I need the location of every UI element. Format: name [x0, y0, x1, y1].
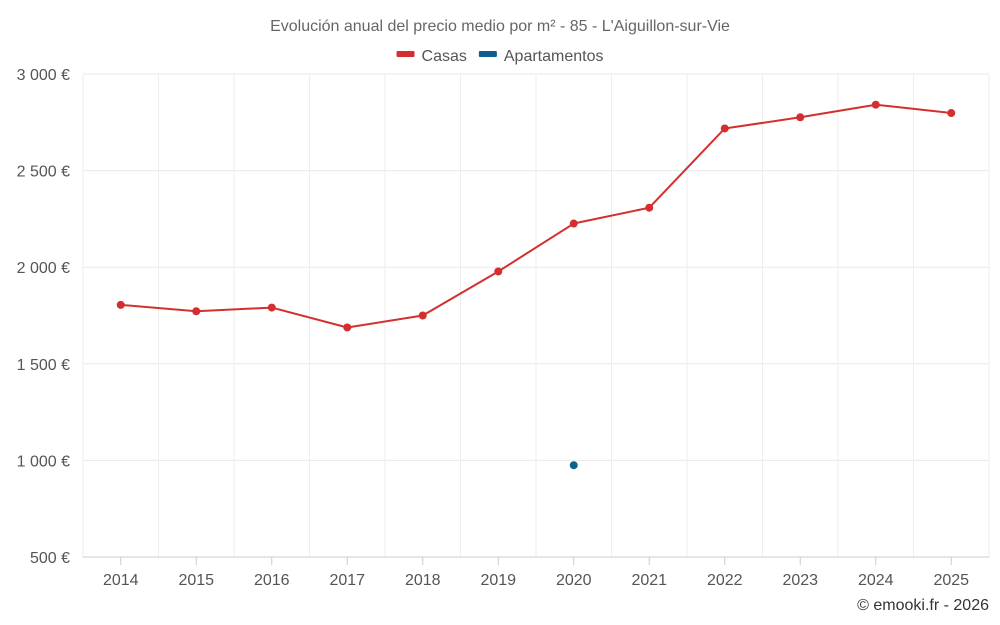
legend-label: Casas: [422, 48, 467, 65]
y-tick-label: 2 000 €: [17, 260, 70, 277]
x-tick-label: 2020: [556, 572, 592, 589]
legend-symbol: [396, 51, 415, 57]
y-tick-label: 1 500 €: [17, 357, 70, 374]
legend-item[interactable]: Apartamentos: [478, 48, 604, 65]
grid: [82, 73, 990, 557]
x-tick-label: 2015: [178, 572, 214, 589]
x-tick-label: 2024: [858, 572, 894, 589]
x-tick-label: 2014: [103, 572, 139, 589]
legend: Casas Apartamentos: [396, 48, 604, 65]
x-tick-label: 2017: [329, 572, 365, 589]
data-point[interactable]: [116, 300, 125, 309]
x-tick-label: 2021: [631, 572, 667, 589]
data-point[interactable]: [645, 203, 654, 212]
data-point[interactable]: [343, 323, 352, 332]
data-point[interactable]: [267, 303, 276, 312]
y-axis: 500 € 1 000 € 1 500 € 2 000 € 2 500 € 3 000 €: [17, 67, 70, 567]
y-tick-label: 3 000 €: [17, 67, 70, 84]
x-tick-label: 2019: [480, 572, 516, 589]
data-point[interactable]: [569, 219, 578, 228]
data-point[interactable]: [494, 267, 503, 276]
y-tick-label: 2 500 €: [17, 164, 70, 181]
x-tick-label: 2022: [707, 572, 743, 589]
data-point[interactable]: [947, 109, 956, 118]
x-axis: 2014 2015 2016 2017 2018 2019 2020 2021 2022 2023…: [83, 556, 989, 589]
data-point[interactable]: [418, 311, 427, 320]
x-tick-label: 2025: [933, 572, 969, 589]
series-layer: [116, 100, 956, 470]
x-tick-label: 2023: [782, 572, 818, 589]
x-tick-label: 2016: [254, 572, 290, 589]
data-point[interactable]: [720, 124, 729, 133]
series-line-0: [120, 103, 952, 329]
legend-symbol: [478, 51, 497, 57]
data-point[interactable]: [796, 113, 805, 122]
data-point[interactable]: [192, 307, 201, 316]
y-tick-label: 1 000 €: [17, 453, 70, 470]
chart-title: Evolución anual del precio medio por m² …: [270, 18, 730, 35]
y-tick-label: 500 €: [30, 550, 70, 567]
x-tick-label: 2018: [405, 572, 441, 589]
data-point[interactable]: [569, 461, 578, 470]
legend-item[interactable]: Casas: [396, 48, 467, 65]
credit-text: © emooki.fr - 2026: [857, 597, 989, 614]
data-point[interactable]: [871, 100, 880, 109]
legend-label: Apartamentos: [504, 48, 604, 65]
